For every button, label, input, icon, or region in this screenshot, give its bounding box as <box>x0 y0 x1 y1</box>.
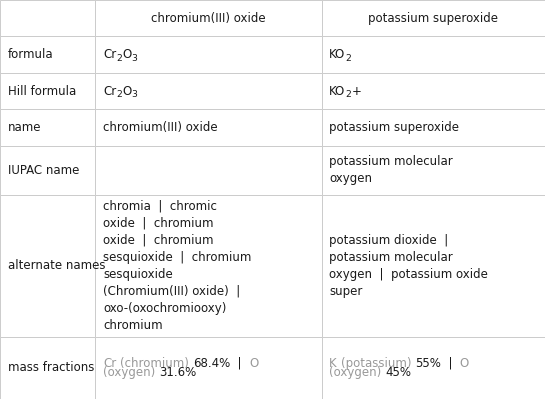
Bar <box>0 146 95 195</box>
Bar <box>322 36 545 73</box>
Text: Hill formula: Hill formula <box>8 85 76 97</box>
Bar <box>322 195 545 337</box>
Text: 2: 2 <box>346 54 352 63</box>
Text: potassium molecular
oxygen: potassium molecular oxygen <box>329 155 453 185</box>
Bar <box>95 109 322 146</box>
Text: |: | <box>230 357 249 369</box>
Bar <box>0 109 95 146</box>
Bar <box>95 36 322 73</box>
Bar <box>322 109 545 146</box>
Text: 3: 3 <box>131 90 137 99</box>
Text: potassium dioxide  |
potassium molecular
oxygen  |  potassium oxide
super: potassium dioxide | potassium molecular … <box>329 233 488 298</box>
Text: formula: formula <box>8 48 53 61</box>
Bar <box>0 36 95 73</box>
Bar <box>95 0 322 36</box>
Text: (oxygen): (oxygen) <box>103 366 155 379</box>
Text: K: K <box>329 357 337 369</box>
Text: Cr: Cr <box>103 357 116 369</box>
Text: 45%: 45% <box>385 366 411 379</box>
Bar <box>0 195 95 337</box>
Text: 3: 3 <box>131 54 137 63</box>
Text: name: name <box>8 121 41 134</box>
Text: |: | <box>441 357 459 369</box>
Text: (potassium): (potassium) <box>341 357 411 369</box>
Bar <box>95 337 322 399</box>
Bar <box>0 0 95 36</box>
Text: Cr: Cr <box>103 48 116 61</box>
Text: IUPAC name: IUPAC name <box>8 164 79 177</box>
Bar <box>322 146 545 195</box>
Text: 55%: 55% <box>415 357 441 369</box>
Bar <box>322 0 545 36</box>
Text: mass fractions: mass fractions <box>8 361 94 374</box>
Bar <box>95 195 322 337</box>
Text: potassium superoxide: potassium superoxide <box>368 12 498 25</box>
Text: KO: KO <box>329 48 346 61</box>
Text: 68.4%: 68.4% <box>192 357 230 369</box>
Bar <box>322 73 545 109</box>
Bar <box>0 337 95 399</box>
Text: 2: 2 <box>116 90 122 99</box>
Text: chromium(III) oxide: chromium(III) oxide <box>103 121 217 134</box>
Text: O: O <box>249 357 258 369</box>
Text: (chromium): (chromium) <box>120 357 189 369</box>
Bar <box>0 73 95 109</box>
Text: 31.6%: 31.6% <box>159 366 196 379</box>
Bar <box>95 146 322 195</box>
Text: potassium superoxide: potassium superoxide <box>329 121 459 134</box>
Text: O: O <box>459 357 469 369</box>
Bar <box>95 73 322 109</box>
Text: chromium(III) oxide: chromium(III) oxide <box>151 12 266 25</box>
Text: alternate names: alternate names <box>8 259 105 272</box>
Text: KO: KO <box>329 85 346 97</box>
Text: +: + <box>352 85 361 97</box>
Text: 2: 2 <box>346 90 352 99</box>
Text: O: O <box>122 48 131 61</box>
Bar <box>322 337 545 399</box>
Text: 2: 2 <box>116 54 122 63</box>
Text: (oxygen): (oxygen) <box>329 366 382 379</box>
Text: Cr: Cr <box>103 85 116 97</box>
Text: O: O <box>122 85 131 97</box>
Text: chromia  |  chromic
oxide  |  chromium
oxide  |  chromium
sesquioxide  |  chromi: chromia | chromic oxide | chromium oxide… <box>103 200 251 332</box>
